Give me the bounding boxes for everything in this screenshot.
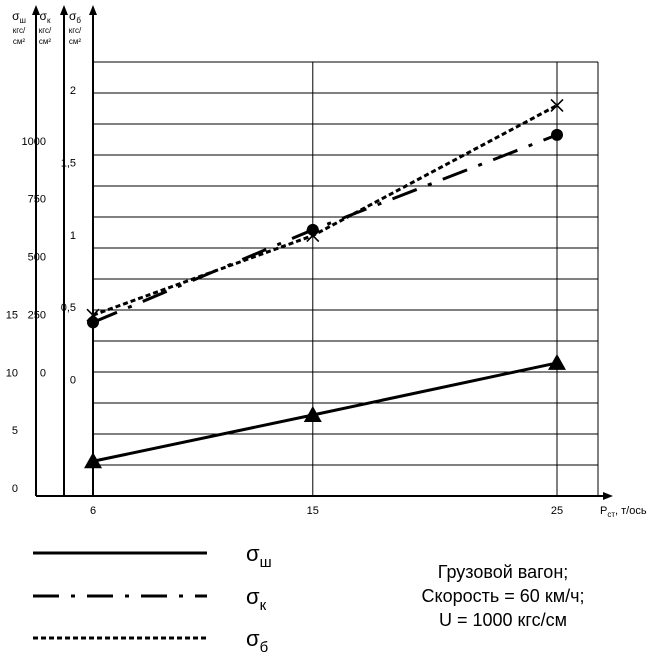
y-axis-unit-k-denominator: см²	[39, 37, 52, 46]
legend-label-b: σб	[246, 626, 268, 656]
y-axis-unit-sh: кгс/	[13, 26, 26, 35]
series-marker-k	[87, 316, 99, 329]
series-line-sh	[92, 361, 558, 463]
y-axis-arrow-sh	[32, 5, 40, 15]
y-tick-label-b: 0,5	[61, 302, 76, 314]
ticks: 0 5 10 15 0 250 500 750 1000 0 0,5 1 1,5 2 6 15 25 Pст, т…	[6, 85, 647, 519]
y-tick-label-k: 750	[28, 194, 46, 206]
y-tick-label-k: 0	[40, 367, 46, 379]
series-marker-b-stroke-b	[306, 229, 320, 243]
series-marker-k	[551, 128, 563, 141]
y-axis-arrow-b	[89, 5, 97, 15]
series-line-k	[92, 133, 558, 324]
conditions-line-3: U = 1000 кгс/см	[439, 610, 567, 630]
series-marker-b-stroke-b	[550, 98, 564, 112]
conditions-line-1: Грузовой вагон;	[437, 562, 569, 582]
x-axis-label: Pст, т/ось	[600, 505, 647, 519]
x-axis-arrow	[603, 492, 613, 500]
y-tick-label-k: 1000	[22, 136, 46, 148]
y-axis-unit-sh-denominator: см²	[13, 37, 26, 46]
x-tick-label: 15	[307, 505, 319, 517]
y-axis-title-k: σк	[40, 9, 51, 25]
y-tick-label-b: 1,5	[61, 158, 76, 170]
conditions-note: Грузовой вагон; Скорость = 60 км/ч; U = …	[388, 560, 618, 632]
series-marker-b	[306, 229, 320, 243]
y-axis-arrow-k	[60, 5, 68, 15]
legend-label-k: σк	[246, 584, 267, 614]
y-axis-title-b: σб	[69, 9, 81, 25]
series	[84, 98, 566, 469]
y-axis-unit-b: кгс/	[69, 26, 82, 35]
series-marker-b	[550, 98, 564, 112]
y-tick-label-k: 250	[28, 309, 46, 321]
conditions-line-2: Скорость = 60 км/ч;	[421, 586, 585, 606]
y-axis-unit-k: кгс/	[39, 26, 52, 35]
series-marker-b-stroke-b	[86, 308, 100, 322]
grid	[93, 61, 599, 496]
y-axis-title-sh: σш	[12, 9, 26, 25]
y-tick-label-b: 2	[70, 85, 76, 97]
series-marker-b	[86, 308, 100, 322]
x-tick-label: 6	[90, 505, 96, 517]
series-marker-sh	[548, 353, 566, 370]
series-marker-sh	[303, 405, 322, 422]
series-marker-sh	[84, 452, 102, 469]
y-tick-label-sh: 5	[12, 425, 18, 437]
y-tick-label-sh: 10	[6, 367, 18, 379]
x-tick-label: 25	[551, 505, 563, 517]
y-tick-label-sh: 0	[12, 483, 18, 495]
legend-label-sh: σш	[246, 541, 272, 571]
y-axis-unit-b-denominator: см²	[69, 37, 82, 46]
series-line-b	[92, 104, 558, 317]
legend: σш σк σб	[33, 541, 272, 656]
y-tick-label-b: 1	[70, 230, 76, 242]
y-tick-label-b: 0	[70, 375, 76, 387]
y-tick-label-sh: 15	[6, 309, 18, 321]
y-tick-label-k: 500	[28, 252, 46, 264]
